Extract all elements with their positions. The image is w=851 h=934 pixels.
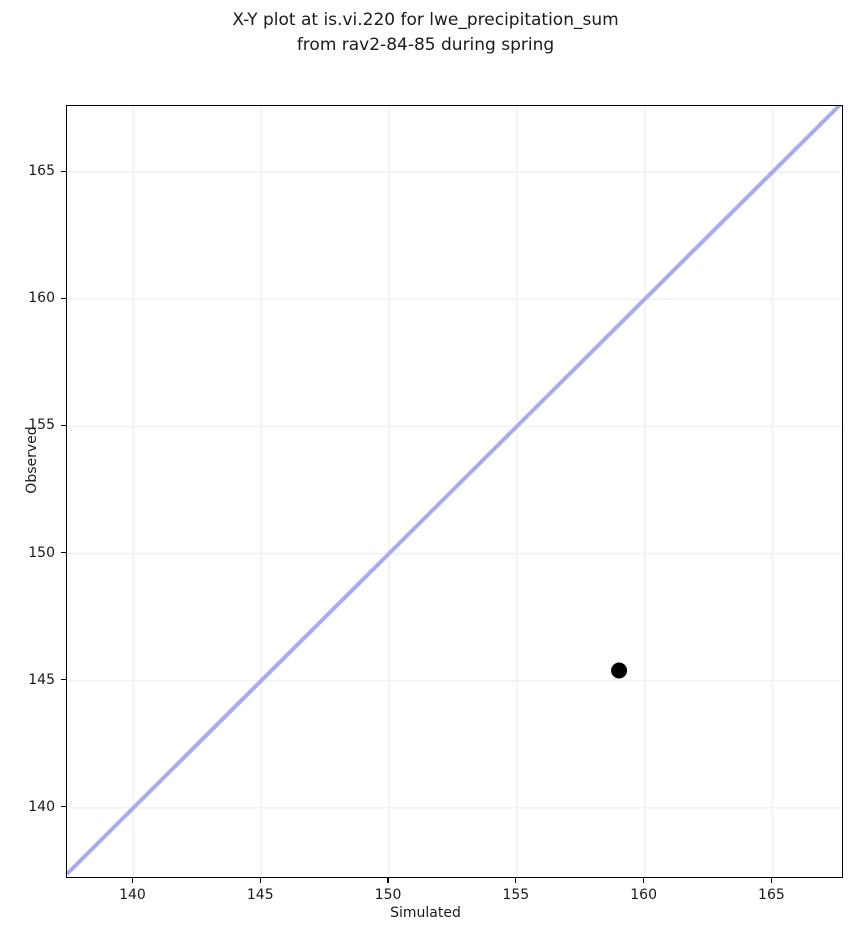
y-tick-label: 140: [28, 798, 55, 815]
y-tick-label: 150: [28, 544, 55, 561]
x-tick-mark: [387, 878, 389, 883]
plot-area: [66, 105, 843, 878]
series-points: [611, 662, 628, 679]
y-tick-label: 160: [28, 290, 55, 307]
y-axis-label: Observed: [24, 426, 40, 494]
y-tick-mark: [61, 679, 66, 681]
y-tick-mark: [61, 551, 66, 554]
one-to-one-line: [67, 106, 842, 876]
x-tick-mark: [643, 878, 645, 883]
y-tick-mark: [61, 170, 66, 172]
x-tick-mark: [515, 878, 517, 883]
x-tick-label: 155: [502, 887, 530, 903]
y-tick-label: 165: [28, 163, 55, 180]
plot-canvas: [67, 106, 842, 877]
series-lines: [67, 106, 842, 876]
data-point: [611, 662, 628, 679]
x-tick-label: 145: [246, 887, 274, 903]
x-tick-label: 165: [758, 887, 785, 903]
gridlines: [67, 106, 842, 877]
y-tick-label: 145: [28, 671, 55, 688]
y-tick-mark: [61, 424, 66, 426]
chart-title: X-Y plot at is.vi.220 for lwe_precipitat…: [232, 10, 619, 55]
x-tick-label: 140: [119, 887, 146, 903]
x-axis-label: Simulated: [390, 905, 461, 921]
y-tick-mark: [61, 806, 66, 808]
y-tick-mark: [61, 297, 66, 299]
x-tick-mark: [131, 878, 134, 883]
x-tick-label: 160: [630, 887, 657, 903]
x-tick-mark: [259, 878, 261, 883]
y-tick-label: 155: [28, 417, 55, 434]
x-tick-label: 150: [374, 887, 402, 903]
x-tick-mark: [770, 878, 773, 883]
